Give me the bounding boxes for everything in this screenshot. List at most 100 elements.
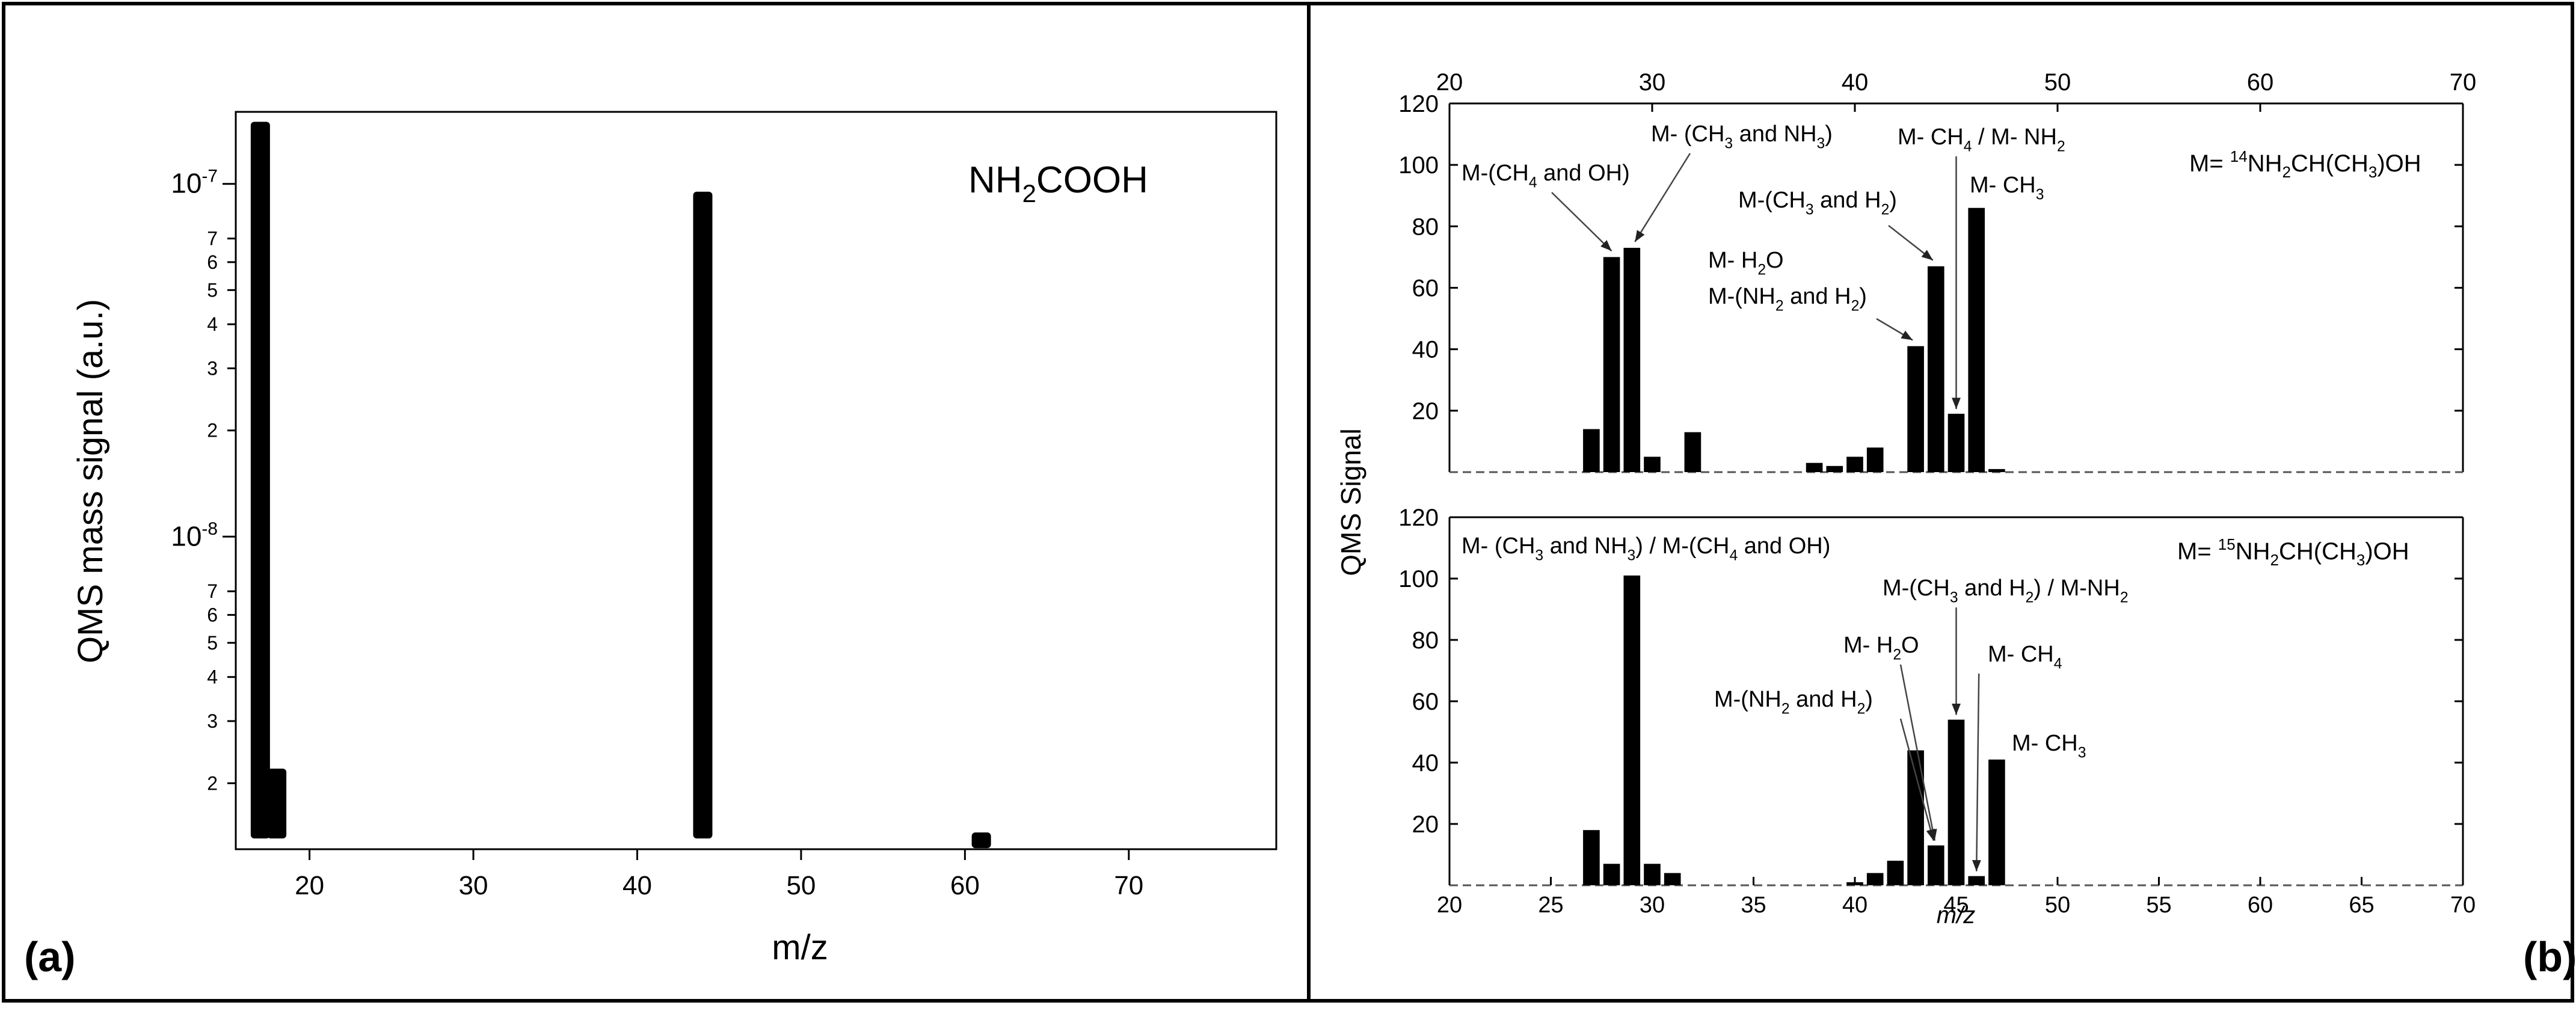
x-tick-label-40: 40 <box>622 871 652 900</box>
annot-m-h2o: M- H2O <box>1843 633 1919 663</box>
bar-mz-40 <box>1846 456 1863 472</box>
annot-m-ch3-and-nh3-part: 3 <box>1817 135 1825 152</box>
x-tick-label-bottom-35: 35 <box>1741 893 1766 918</box>
panel-b-bottom-subplot: 20 25 30 35 40 45 50 55 60 65 70 20 40 60 80 100 120 M-… <box>1398 505 2476 918</box>
panel-a-compound-label: NH2COOH <box>968 159 1148 207</box>
y-tick-label-major: 10-7 <box>171 166 218 198</box>
y-tick-label-minor: 3 <box>207 357 218 379</box>
y-tick-label-100: 100 <box>1398 566 1439 592</box>
b-bot-mol-rest: CH(CH <box>2279 538 2356 565</box>
bar-mz-41 <box>1866 873 1884 885</box>
bar-mz-31 <box>1664 873 1681 885</box>
x-tick-label-50: 50 <box>786 871 816 900</box>
b-bot-mol-pre: M= <box>2177 538 2218 565</box>
annot-m-nh2-and-h2-part: and H <box>1784 284 1851 309</box>
bar-mz-44 <box>1927 266 1944 472</box>
annot-m-ch3-h2-m-nh2-part: 3 <box>1950 589 1958 606</box>
x-tick-label-top-40: 40 <box>1842 69 1869 96</box>
b-bot-annotations: M- (CH3 and NH3) / M-(CH4 and OH)M-(CH3 … <box>1462 533 2129 871</box>
x-tick-label-top-30: 30 <box>1639 69 1666 96</box>
arrow-m-ch3-and-h2-head <box>1921 250 1933 260</box>
annot-m-nh2-and-h2-part: 2 <box>1775 298 1784 314</box>
annot-m-ch3-and-nh3: M- (CH3 and NH3) <box>1651 121 1833 152</box>
arrow-m-ch4-and-oh-line <box>1551 192 1612 252</box>
x-tick-label-top-60: 60 <box>2247 69 2274 96</box>
bar-mz-28 <box>1603 864 1620 885</box>
annot-m-ch3-h2-m-nh2-part: M-(CH <box>1883 576 1950 601</box>
bar-mz-45 <box>1947 719 1965 885</box>
annot-m-ch3-and-h2-part: M-(CH <box>1738 188 1806 213</box>
annot-m-ch4-m-nh2-part: 4 <box>1964 138 1972 155</box>
y-tick-label-minor: 7 <box>207 580 218 602</box>
arrow-m-nh2-and-h2-head <box>1926 828 1935 841</box>
annot-m-h2o-part: O <box>1766 248 1784 273</box>
annot-m-ch3-h2-m-nh2-part: 2 <box>2120 589 2129 606</box>
bar-mz-47 <box>1988 469 2005 472</box>
panel-b-x-label: m/z <box>1937 902 1975 929</box>
annot-m-nh2-and-h2-part: 2 <box>1857 701 1866 717</box>
annot-m-nh2-and-h2-part: 2 <box>1781 701 1790 717</box>
panel-a-x-label: m/z <box>772 928 828 967</box>
annot-m-ch3: M- CH3 <box>1970 173 2044 203</box>
annot-m-nh2-and-h2-part: 2 <box>1851 298 1860 314</box>
annot-m-ch3-part: 3 <box>2036 186 2044 203</box>
annot-m-ch3-h2-m-nh2: M-(CH3 and H2) / M-NH2 <box>1883 576 2129 606</box>
x-tick-label-bottom-65: 65 <box>2349 893 2374 918</box>
annot-combined-part: 3 <box>1628 547 1636 564</box>
b-bot-y-ticks: 20 40 60 80 100 120 <box>1398 505 2463 838</box>
y-tick-label-minor: 3 <box>207 710 218 732</box>
b-top-annotations: M-(CH4 and OH)M- (CH3 and NH3)M-(CH3 and… <box>1462 121 2065 409</box>
annot-m-ch4-part: M- CH <box>1988 642 2054 667</box>
y-tick-label-minor: 6 <box>207 251 218 273</box>
arrow-m-ch4-m-nh2-head <box>1952 398 1961 409</box>
y-tick-label-120: 120 <box>1398 91 1439 117</box>
b-top-mol-sup: 14 <box>2230 147 2248 165</box>
x-tick-label-bottom-60: 60 <box>2248 893 2273 918</box>
annot-m-ch3-part: 3 <box>2078 745 2086 761</box>
annot-m-nh2-and-h2: M-(NH2 and H2) <box>1714 687 1873 717</box>
b-bot-mol-main: NH <box>2236 538 2270 565</box>
annot-m-h2o-part: 2 <box>1757 262 1766 278</box>
annot-m-ch3-h2-m-nh2-part: 2 <box>2026 589 2034 606</box>
arrow-m-ch3-and-nh3-line <box>1634 153 1691 242</box>
arrow-m-ch4-and-oh-head <box>1600 240 1612 251</box>
annot-m-ch4-and-oh-part: M-(CH <box>1462 161 1529 186</box>
annot-m-ch3-and-h2-part: 2 <box>1881 201 1890 218</box>
bar-mz-43 <box>1907 346 1924 472</box>
compound-sub: 2 <box>1022 179 1036 207</box>
y-tick-label-100: 100 <box>1398 152 1439 179</box>
x-tick-label-30: 30 <box>459 871 488 900</box>
annot-m-ch3-and-h2-part: 3 <box>1806 201 1814 218</box>
y-tick-label-minor: 7 <box>207 228 218 250</box>
b-bot-bars <box>1583 575 2005 885</box>
arrow-m-ch3-and-nh3-head <box>1635 230 1645 242</box>
b-top-mol-rest: CH(CH <box>2291 150 2369 177</box>
x-tick-label-70: 70 <box>1114 871 1143 900</box>
y-tick-label-minor: 2 <box>207 772 218 794</box>
arrow-m-nh2-and-h2-line <box>1899 718 1935 841</box>
b-top-mol-end: )OH <box>2377 150 2421 177</box>
bar-mz-27 <box>1583 830 1600 885</box>
annot-m-h2o: M- H2O <box>1708 248 1784 278</box>
x-tick-label-bottom-55: 55 <box>2146 893 2171 918</box>
arrow-m-ch4-head <box>1972 860 1981 871</box>
b-bot-mol-end: )OH <box>2365 538 2409 565</box>
bar-mz-46 <box>1968 207 1985 472</box>
b-bot-molecule-label: M= 15NH2CH(CH3)OH <box>2177 535 2409 569</box>
annot-m-h2o-part: 2 <box>1893 647 1901 663</box>
annot-m-ch3-and-h2-part: ) <box>1889 188 1897 213</box>
annot-m-nh2-and-h2: M-(NH2 and H2) <box>1708 284 1867 314</box>
y-tick-label-major-part: 10 <box>171 168 201 199</box>
arrow-m-h2o-line <box>1899 664 1936 841</box>
panel-a-label: (a) <box>24 933 76 980</box>
x-tick-label-bottom-50: 50 <box>2045 893 2070 918</box>
compound-rest: COOH <box>1036 159 1148 201</box>
panel-a-x-ticks: 20 30 40 50 60 70 <box>295 849 1143 900</box>
bar-mz-44 <box>1927 845 1944 885</box>
annot-m-ch4-m-nh2-part: 2 <box>2057 138 2065 155</box>
annot-m-ch3-h2-m-nh2-part: and H <box>1958 576 2026 601</box>
